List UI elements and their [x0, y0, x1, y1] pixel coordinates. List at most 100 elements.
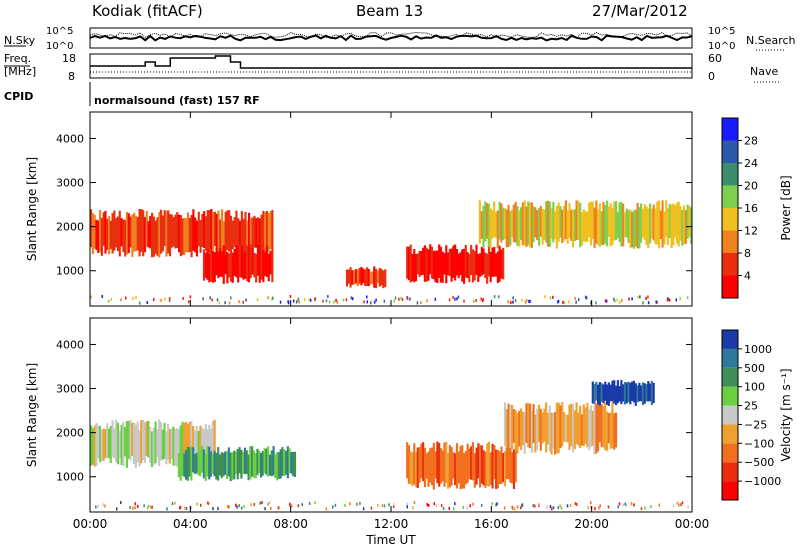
ground-speck — [631, 297, 633, 301]
echo-cell — [102, 428, 105, 461]
echo-cell — [416, 447, 419, 488]
echo-cell — [509, 211, 512, 246]
echo-cell — [466, 251, 469, 279]
ground-speck — [637, 295, 639, 299]
echo-cell — [602, 406, 605, 448]
ground-speck — [454, 502, 456, 506]
echo-cell — [422, 442, 425, 482]
echo-cell — [118, 210, 121, 257]
ground-speck — [349, 502, 351, 506]
echo-cell — [208, 446, 211, 480]
echo-cell — [636, 202, 639, 249]
echo-cell — [188, 447, 191, 477]
echo-cell — [93, 215, 96, 249]
echo-cell — [659, 210, 662, 240]
echo-cell — [658, 200, 661, 249]
ground-speck — [574, 502, 577, 506]
ground-speck — [675, 298, 677, 302]
echo-cell — [140, 209, 143, 252]
ground-speck — [645, 296, 647, 300]
echo-cell — [270, 450, 273, 477]
echo-cell — [290, 452, 293, 474]
echo-cell — [108, 216, 111, 255]
echo-cell — [589, 201, 593, 246]
echo-cell — [267, 446, 270, 477]
echo-cell — [631, 381, 634, 401]
echo-cell — [468, 448, 471, 479]
ground-speck — [366, 300, 368, 304]
ground-speck — [406, 502, 408, 506]
echo-cell — [677, 201, 680, 247]
echo-cell — [536, 408, 539, 450]
echo-cell — [163, 422, 166, 459]
ground-speck — [207, 502, 210, 506]
echo-cell — [192, 426, 195, 460]
ground-speck — [308, 501, 311, 505]
ground-speck — [132, 506, 134, 510]
echo-cell — [206, 210, 209, 250]
echo-cell — [609, 412, 612, 449]
echo-cell — [504, 451, 507, 487]
echo-cell — [165, 210, 168, 257]
echo-cell — [486, 443, 489, 486]
ground-speck — [680, 503, 682, 507]
echo-cell — [541, 412, 544, 444]
ground-speck — [394, 296, 397, 300]
echo-cell — [257, 217, 260, 249]
echo-cell — [152, 216, 155, 257]
echo-cell — [475, 447, 478, 485]
echo-cell — [475, 244, 478, 276]
echo-cell — [99, 425, 102, 463]
ground-speck — [406, 505, 408, 509]
ground-speck — [613, 297, 615, 301]
echo-cell — [211, 454, 214, 474]
ground-speck — [295, 300, 298, 304]
echo-cell — [364, 269, 367, 286]
ground-speck — [448, 298, 451, 302]
echo-cell — [231, 452, 234, 481]
ground-speck — [344, 504, 346, 507]
echo-cell — [247, 454, 250, 481]
colorbar-tick-label: 4 — [744, 270, 751, 283]
echo-cell — [480, 445, 483, 484]
colorbar-tick-label: 20 — [744, 180, 758, 193]
echo-cell — [118, 430, 121, 459]
echo-cell — [252, 450, 255, 478]
echo-cell — [127, 421, 130, 459]
ground-speck — [350, 296, 353, 300]
echo-cell — [439, 246, 442, 283]
ground-speck — [647, 295, 649, 299]
ground-speck — [617, 505, 619, 509]
echo-cell — [493, 445, 496, 480]
echo-cell — [170, 428, 173, 460]
echo-cell — [188, 422, 191, 468]
echo-cell — [193, 430, 197, 457]
ground-speck — [472, 502, 474, 506]
echo-cell — [199, 220, 202, 253]
echo-cell — [568, 404, 571, 451]
noise-right-label: N.Search — [746, 34, 796, 47]
echo-cell — [431, 246, 434, 279]
y-tick-label: 3000 — [56, 383, 84, 396]
echo-cell — [107, 428, 111, 458]
ground-speck — [159, 298, 162, 302]
ground-speck — [594, 507, 596, 511]
echo-cell — [176, 428, 179, 467]
colorbar-segment — [722, 443, 738, 463]
ground-speck — [309, 298, 312, 302]
echo-cell — [530, 411, 533, 453]
colorbar-segment — [722, 208, 738, 231]
echo-cell — [436, 441, 439, 484]
echo-cell — [668, 203, 671, 238]
echo-cell — [432, 442, 435, 490]
echo-cell — [358, 267, 361, 284]
ground-speck — [269, 501, 271, 505]
echo-cell — [245, 450, 248, 475]
ground-speck — [491, 502, 493, 506]
echo-cell — [186, 212, 190, 253]
echo-cell — [457, 451, 460, 484]
echo-cell — [580, 212, 584, 246]
echo-cell — [134, 215, 138, 252]
echo-cell — [238, 244, 242, 278]
freq-line — [90, 55, 692, 69]
